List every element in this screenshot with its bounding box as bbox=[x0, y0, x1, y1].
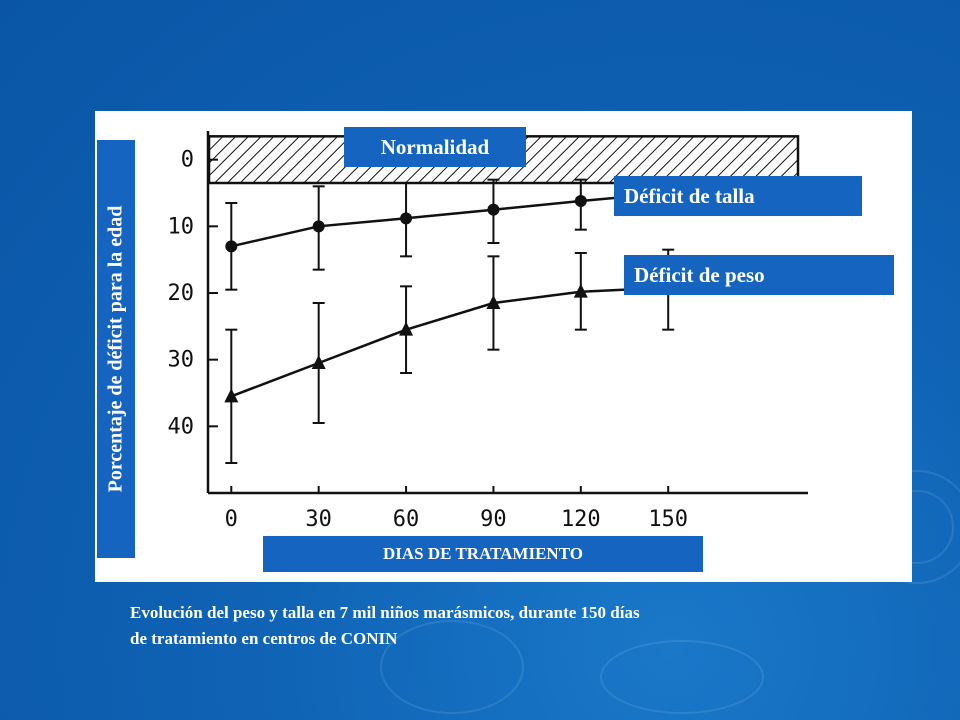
y-tick-label: 40 bbox=[168, 414, 195, 439]
caption: Evolución del peso y talla en 7 mil niño… bbox=[130, 600, 870, 652]
data-point-circle bbox=[400, 212, 413, 225]
y-tick-label: 0 bbox=[181, 148, 194, 173]
line-chart: 0 10 20 30 40 0 30 60 90 120 150 bbox=[168, 131, 808, 532]
series-label-peso: Déficit de peso bbox=[624, 255, 894, 295]
y-tick-label: 30 bbox=[168, 348, 195, 373]
x-tick-label: 30 bbox=[305, 507, 332, 532]
x-tick-label: 0 bbox=[225, 507, 238, 532]
data-point-triangle bbox=[399, 321, 414, 336]
y-tick-label: 10 bbox=[168, 214, 195, 239]
data-point-triangle bbox=[573, 283, 588, 298]
data-point-circle bbox=[487, 203, 500, 216]
x-axis-label: DIAS DE TRATAMIENTO bbox=[263, 536, 703, 572]
normal-range-label: Normalidad bbox=[344, 127, 526, 167]
caption-line-1: Evolución del peso y talla en 7 mil niño… bbox=[130, 603, 640, 622]
data-point-triangle bbox=[224, 388, 239, 403]
x-tick-label: 120 bbox=[561, 507, 601, 532]
data-point-circle bbox=[574, 195, 587, 207]
x-tick-label: 90 bbox=[480, 507, 507, 532]
y-tick-label: 20 bbox=[168, 281, 195, 306]
series-label-talla: Déficit de talla bbox=[614, 176, 862, 216]
y-axis-label: Porcentaje de déficit para la edad bbox=[104, 205, 127, 493]
background-ripple bbox=[380, 620, 524, 714]
caption-line-2: de tratamiento en centros de CONIN bbox=[130, 629, 398, 648]
data-point-circle bbox=[312, 220, 325, 233]
series-line bbox=[231, 191, 669, 248]
data-point-triangle bbox=[486, 295, 501, 309]
chart-panel: 0 10 20 30 40 0 30 60 90 120 150 bbox=[95, 111, 912, 582]
y-axis-label-box bbox=[97, 140, 135, 558]
x-tick-label: 60 bbox=[393, 507, 420, 532]
data-point-circle bbox=[225, 240, 238, 253]
x-tick-label: 150 bbox=[648, 507, 688, 532]
series-line bbox=[230, 286, 669, 398]
background-ripple bbox=[600, 640, 764, 714]
data-point-triangle bbox=[311, 355, 326, 369]
